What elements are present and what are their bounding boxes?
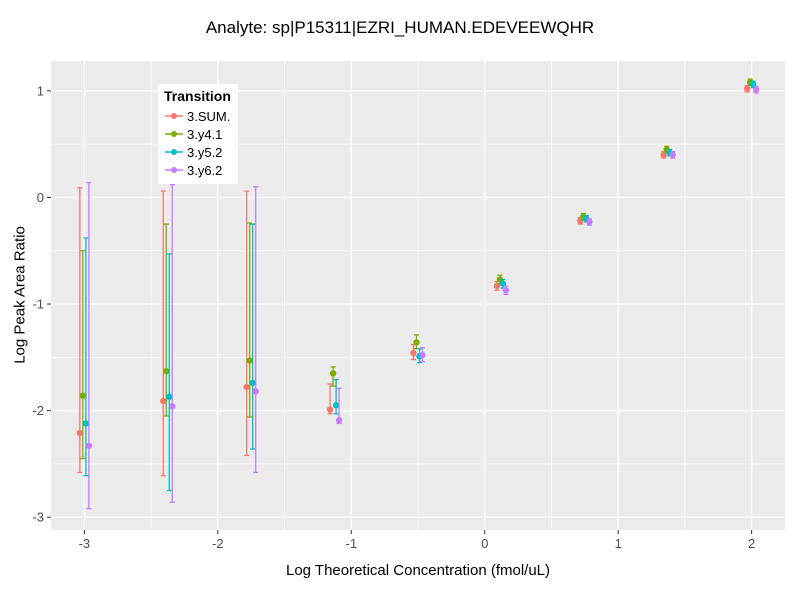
y-tick-label: -2 — [32, 403, 44, 418]
x-tick-label: 1 — [615, 536, 622, 551]
data-point — [243, 383, 250, 391]
data-point — [752, 86, 760, 93]
legend-item: 3.y6.2 — [164, 161, 231, 179]
data-point — [79, 392, 87, 399]
data-point — [163, 367, 170, 375]
legend-label: 3.y5.2 — [187, 144, 223, 160]
data-point — [169, 403, 176, 410]
data-point — [252, 388, 259, 395]
legend-label: 3.y4.1 — [187, 126, 223, 142]
data-point — [82, 420, 90, 427]
legend-item: 3.y5.2 — [164, 143, 231, 161]
y-tick-label: -3 — [32, 510, 44, 525]
data-point — [160, 397, 167, 405]
x-axis-title: Log Theoretical Concentration (fmol/uL) — [285, 562, 551, 579]
y-tick-label: 0 — [37, 190, 44, 205]
data-point — [586, 218, 593, 226]
x-tick-label: 2 — [748, 536, 755, 551]
x-tick-label: -3 — [79, 536, 91, 551]
data-point — [326, 406, 334, 413]
legend-label: 3.SUM. — [187, 108, 231, 124]
data-point — [85, 442, 93, 449]
data-point — [502, 286, 510, 294]
x-tick-label: -1 — [345, 536, 357, 551]
legend-item: 3.y4.1 — [164, 125, 231, 143]
data-point — [410, 349, 417, 357]
chart-title: Analyte: sp|P15311|EZRI_HUMAN.EDEVEEWQHR — [205, 18, 595, 37]
data-point — [329, 370, 337, 377]
data-point — [246, 357, 253, 364]
data-point — [76, 429, 84, 437]
data-point — [419, 351, 426, 359]
legend-key-icon — [165, 131, 183, 137]
data-point — [166, 393, 173, 400]
data-point — [249, 379, 256, 387]
y-axis-title: Log Peak Area Ratio — [11, 226, 29, 364]
legend-title: Transition — [164, 88, 231, 104]
data-point — [335, 417, 343, 424]
x-tick-label: -2 — [212, 536, 224, 551]
legend-items: 3.SUM. 3.y4.1 3.y5.2 3.y6.2 — [164, 107, 231, 179]
data-point — [413, 339, 420, 346]
data-point — [332, 402, 340, 409]
legend-label: 3.y6.2 — [187, 162, 223, 178]
x-tick-label: 0 — [481, 536, 488, 551]
y-tick-label: 1 — [37, 83, 44, 98]
legend-item: 3.SUM. — [164, 107, 231, 125]
legend: Transition 3.SUM. 3.y4.1 3.y5.2 3.y6.2 — [158, 84, 238, 184]
legend-key-icon — [165, 113, 183, 119]
data-point — [669, 151, 676, 158]
y-tick-label: -1 — [32, 297, 44, 312]
data-point — [743, 85, 751, 92]
legend-key-icon — [165, 149, 183, 155]
legend-key-icon — [165, 167, 183, 173]
